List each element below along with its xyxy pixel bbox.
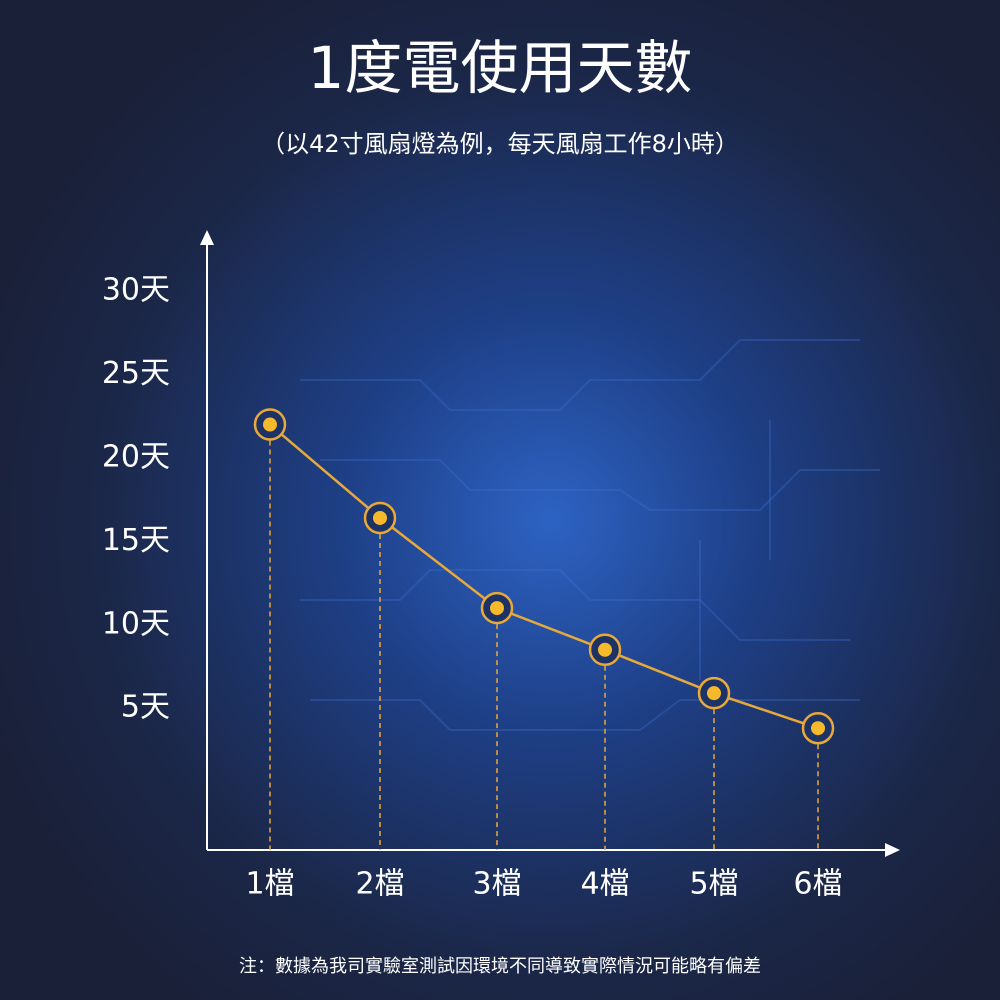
- x-axis-arrow: [885, 843, 900, 857]
- y-tick-label: 30天: [102, 273, 170, 308]
- chart-note: 注：數據為我司實驗室測試因環境不同導致實際情況可能略有偏差: [239, 956, 761, 977]
- point: [373, 510, 387, 525]
- x-tick-label: 4檔: [580, 867, 629, 902]
- y-tick-label: 20天: [102, 439, 170, 474]
- x-tick-label: 3檔: [472, 867, 521, 902]
- y-tick-label: 25天: [102, 356, 170, 391]
- circuit-decoration: [300, 339, 880, 731]
- y-axis-arrow: [200, 230, 214, 245]
- point: [263, 417, 277, 432]
- point: [811, 721, 825, 736]
- x-tick-label: 5檔: [689, 867, 738, 902]
- y-tick-label: 15天: [102, 523, 170, 558]
- point: [598, 642, 612, 657]
- chart-subtitle: （以42寸風扇燈為例，每天風扇工作8小時）: [261, 130, 739, 158]
- chart-title: 1度電使用天數: [308, 34, 693, 102]
- point: [707, 686, 721, 701]
- x-tick-label: 2檔: [355, 867, 404, 902]
- series-line: [269, 423, 819, 730]
- x-tick-label: 6檔: [793, 867, 842, 902]
- x-tick-label: 1檔: [245, 867, 294, 902]
- y-tick-label: 5天: [121, 690, 170, 725]
- y-tick-label: 10天: [102, 606, 170, 641]
- point: [490, 601, 504, 616]
